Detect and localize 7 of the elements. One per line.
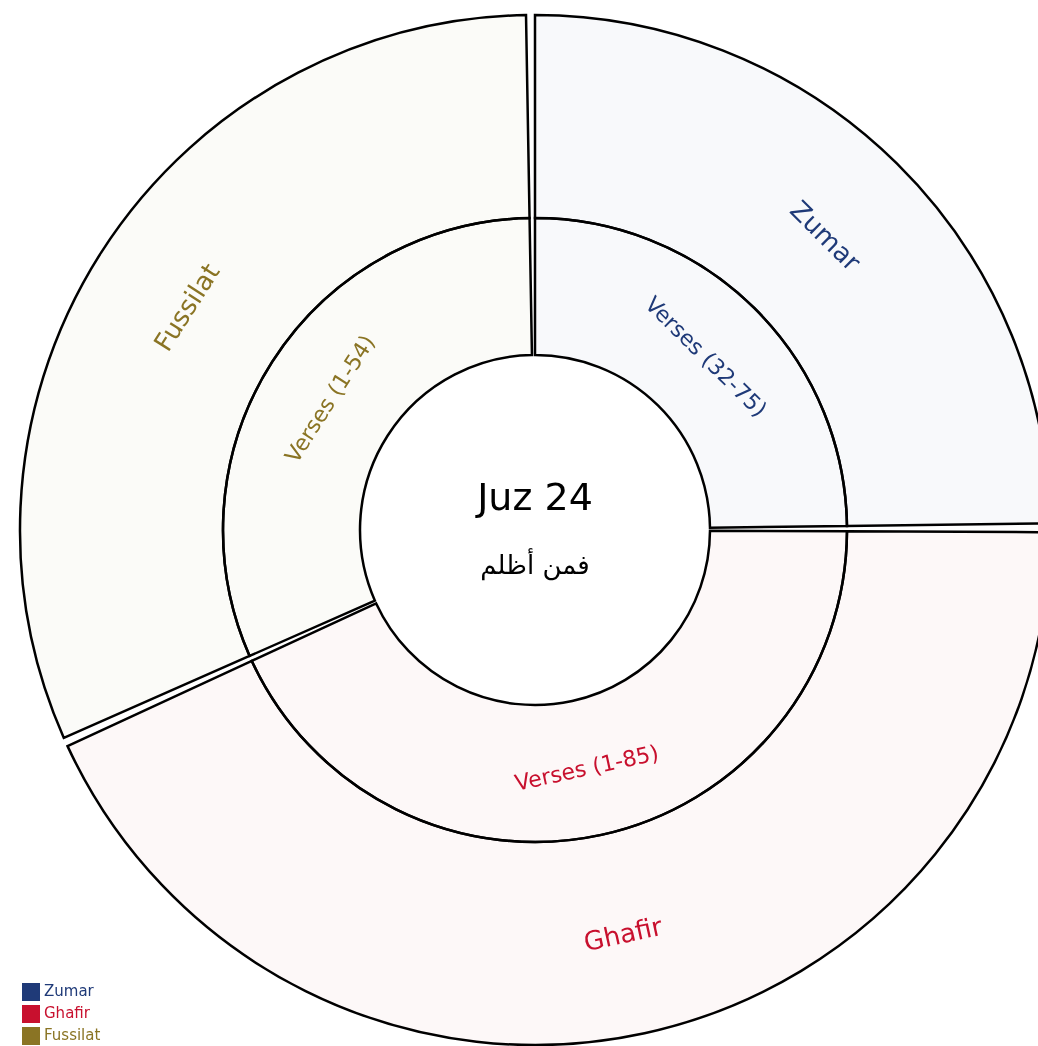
text: فمن أظلم — [479, 550, 591, 580]
text: Juz 24 — [474, 475, 594, 519]
legend-label: Zumar — [44, 982, 94, 1000]
slice-label: Ghafir — [580, 910, 666, 958]
legend-label: Ghafir — [44, 1004, 90, 1022]
data-label: Verses (1-85) — [512, 740, 662, 796]
legend-label: Fussilat — [44, 1026, 101, 1044]
